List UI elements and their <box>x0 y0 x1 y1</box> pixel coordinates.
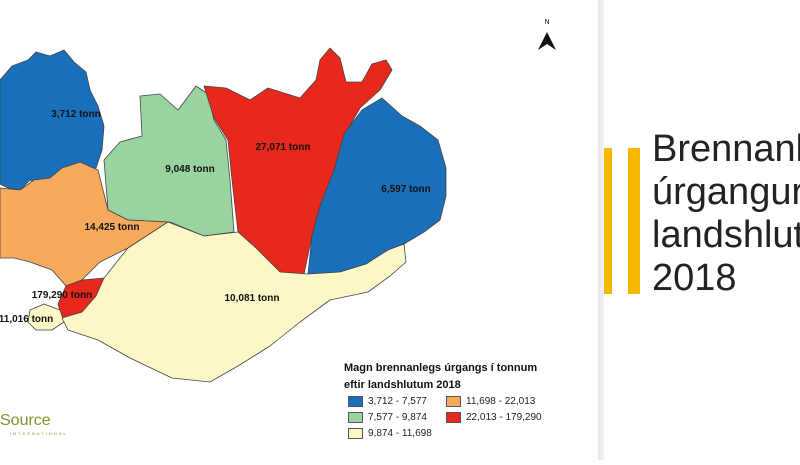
region-westfjords <box>0 49 105 191</box>
accent-bar-2 <box>628 148 640 294</box>
north-arrow-icon: N <box>538 19 556 50</box>
slide-title-line-4: 2018 <box>652 257 737 299</box>
source-logo-subtitle: INTERNATIONAL <box>10 431 68 436</box>
legend-swatch-3 <box>348 428 363 439</box>
legend-label-1: 3,712 - 7,577 <box>368 396 427 408</box>
legend-label-2: 7,577 - 9,874 <box>368 412 427 424</box>
region-label-capital: 179,290 tonn <box>32 290 93 301</box>
region-label-northwest: 9,048 tonn <box>165 164 214 175</box>
title-panel: Brennanlegur úrgangur landshlutum 2018 <box>604 0 800 460</box>
source-logo: Source <box>0 412 51 429</box>
legend-title-line-2: eftir landshlutum 2018 <box>344 379 461 391</box>
slide-title-line-1: Brennanlegur <box>652 128 800 170</box>
map-panel: N 3,712 tonn 9,048 tonn 27,071 tonn 6,59… <box>0 19 584 440</box>
region-label-south: 10,081 tonn <box>224 293 279 304</box>
slide-divider <box>598 0 604 460</box>
legend-item-4: 11,698 - 22,013 <box>446 396 535 408</box>
region-southern-peninsula <box>27 303 65 331</box>
legend-swatch-1 <box>348 396 363 407</box>
legend-item-2: 7,577 - 9,874 <box>348 412 427 424</box>
region-east <box>307 97 447 275</box>
region-label-southern-peninsula: 11,016 tonn <box>0 314 53 325</box>
legend-item-3: 9,874 - 11,698 <box>348 428 432 440</box>
slide-title: Brennanlegur úrgangur landshlutum 2018 <box>652 128 800 300</box>
north-arrow-label: N <box>544 19 549 26</box>
legend-swatch-2 <box>348 412 363 423</box>
legend-label-4: 11,698 - 22,013 <box>466 396 536 408</box>
accent-bar-1 <box>604 148 612 294</box>
slide-title-line-2: úrgangur <box>652 171 800 213</box>
slide-title-line-3: landshlutum <box>652 214 800 256</box>
region-label-westfjords: 3,712 tonn <box>51 109 100 120</box>
iceland-map: N 3,712 tonn 9,048 tonn 27,071 tonn 6,59… <box>0 19 556 383</box>
region-south <box>61 221 407 383</box>
region-label-northeast: 27,071 tonn <box>255 142 310 153</box>
legend-item-5: 22,013 - 179,290 <box>446 412 542 424</box>
legend-swatch-5 <box>446 412 461 423</box>
legend-title-line-1: Magn brennanlegs úrgangs í tonnum <box>344 362 538 374</box>
region-label-west: 14,425 tonn <box>84 222 139 233</box>
legend-label-3: 9,874 - 11,698 <box>368 428 432 440</box>
legend-item-1: 3,712 - 7,577 <box>348 396 427 408</box>
legend-label-5: 22,013 - 179,290 <box>466 412 542 424</box>
region-label-east: 6,597 tonn <box>381 184 430 195</box>
legend-swatch-4 <box>446 396 461 407</box>
legend-title: Magn brennanlegs úrgangs í tonnum eftir … <box>344 360 584 394</box>
